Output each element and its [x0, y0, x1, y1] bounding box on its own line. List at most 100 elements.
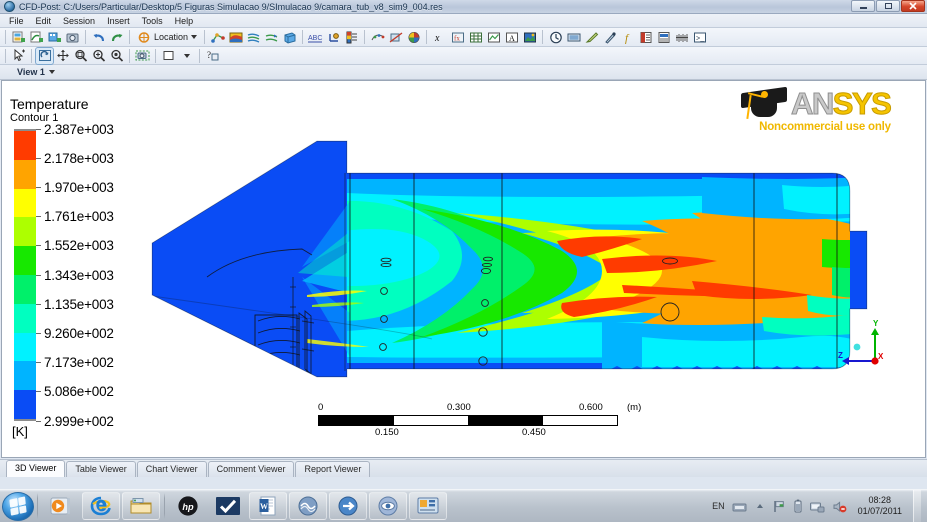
location-label: Location [154, 32, 189, 42]
ansys-workbench-icon[interactable] [289, 492, 327, 520]
hp-icon[interactable]: hp [169, 492, 207, 520]
legend-subtitle: Contour 1 [10, 112, 59, 124]
variable-icon[interactable]: fx [449, 29, 466, 45]
expression-icon[interactable]: x [431, 29, 448, 45]
streamline-icon[interactable] [245, 29, 262, 45]
view-1-tab[interactable]: View 1 [10, 65, 62, 79]
graduation-cap-icon [739, 86, 791, 122]
show-desktop-button[interactable] [913, 489, 921, 522]
ansys-wordmark: ANSYS [791, 87, 893, 120]
legend-bar-wrap: 2.387e+003 2.178e+003 1.970e+003 1.761e+003… [10, 122, 160, 429]
minimize-button[interactable] [851, 0, 875, 12]
arrow-app-icon[interactable] [329, 492, 367, 520]
volume-muted-icon[interactable] [832, 500, 847, 513]
predefined-view-icon[interactable] [160, 48, 177, 64]
menu-tools[interactable]: Tools [141, 15, 163, 26]
command-editor-icon[interactable]: >_ [691, 29, 708, 45]
select-pointer-icon[interactable] [10, 48, 27, 64]
rotate-icon[interactable] [35, 46, 54, 65]
snapshot-icon[interactable] [64, 29, 81, 45]
zoom-box-icon[interactable] [72, 48, 89, 64]
text-a-icon[interactable]: A [503, 29, 520, 45]
legend-title: Temperature [10, 96, 89, 112]
maximize-button[interactable] [876, 0, 900, 12]
menu-insert[interactable]: Insert [107, 15, 130, 26]
show-hidden-icons-icon[interactable] [755, 501, 765, 511]
menu-edit[interactable]: Edit [35, 15, 52, 26]
toolbar-separator [364, 30, 366, 44]
animation-icon[interactable] [565, 29, 582, 45]
image-icon[interactable] [521, 29, 538, 45]
table-icon[interactable] [467, 29, 484, 45]
flag-action-center-icon[interactable] [772, 500, 786, 513]
new-chart-icon[interactable] [10, 29, 27, 45]
volume-icon[interactable] [281, 29, 298, 45]
network-status-icon[interactable] [809, 500, 825, 513]
report-icon[interactable] [637, 29, 654, 45]
turbo-icon[interactable] [673, 29, 690, 45]
internet-explorer-icon[interactable] [82, 492, 120, 520]
checkmark-app-icon[interactable] [209, 492, 247, 520]
chevron-down-icon[interactable] [178, 48, 195, 64]
media-player-icon[interactable] [42, 492, 80, 520]
contour-icon[interactable] [227, 29, 244, 45]
function-icon[interactable]: f [619, 29, 636, 45]
svg-text:fx: fx [454, 34, 460, 42]
legend-band-6 [14, 303, 36, 333]
zoom-fit-icon[interactable] [108, 48, 125, 64]
macro-icon[interactable] [583, 29, 600, 45]
clip-plane-icon[interactable] [387, 29, 404, 45]
windows-explorer-icon[interactable] [122, 492, 160, 520]
timestep-icon[interactable] [547, 29, 564, 45]
legend-band-2 [14, 188, 36, 218]
tab-chart-viewer[interactable]: Chart Viewer [136, 461, 207, 477]
menu-file[interactable]: File [9, 15, 24, 26]
tab-comment-viewer[interactable]: Comment Viewer [207, 461, 295, 477]
polyline-icon[interactable] [209, 29, 226, 45]
tray-language[interactable]: EN [712, 501, 725, 511]
eye-app-icon[interactable] [369, 492, 407, 520]
windows-taskbar: hp W EN [0, 489, 927, 522]
coordinate-frame-icon[interactable] [325, 29, 342, 45]
tab-3d-viewer[interactable]: 3D Viewer [6, 460, 66, 477]
chevron-down-icon[interactable] [191, 35, 198, 39]
report-view-icon[interactable] [655, 29, 672, 45]
menu-help[interactable]: Help [174, 15, 194, 26]
chart-icon[interactable] [485, 29, 502, 45]
battery-icon[interactable] [793, 499, 803, 513]
chevron-down-icon[interactable] [48, 70, 55, 74]
tab-report-viewer[interactable]: Report Viewer [295, 461, 371, 477]
instancing-icon[interactable] [405, 29, 422, 45]
windows-start-orb-icon[interactable] [2, 491, 34, 521]
zoom-in-icon[interactable] [90, 48, 107, 64]
redo-icon[interactable] [108, 29, 125, 45]
network-icon[interactable] [732, 500, 748, 513]
word-document-icon[interactable]: W [249, 492, 287, 520]
location-dropdown[interactable]: Location [134, 29, 200, 45]
undo-icon[interactable] [90, 29, 107, 45]
svg-text:x: x [434, 33, 440, 44]
toggle-hints-icon[interactable]: ? [204, 48, 221, 64]
legend-tick-mark [36, 245, 41, 247]
vector-icon[interactable] [263, 29, 280, 45]
particle-track-icon[interactable] [369, 29, 386, 45]
close-button[interactable] [901, 0, 925, 12]
remote-desktop-icon[interactable] [409, 492, 447, 520]
taskbar-clock[interactable]: 08:28 01/07/2011 [854, 495, 902, 517]
legend-tick-mark [36, 274, 41, 276]
probe-icon[interactable] [601, 29, 618, 45]
menu-session[interactable]: Session [63, 15, 96, 26]
legend-icon[interactable] [343, 29, 360, 45]
axis-triad[interactable]: Y Z X [837, 319, 893, 375]
toolbar-separator [129, 30, 130, 44]
new-contour-icon[interactable] [28, 29, 45, 45]
snapshot-view-icon[interactable] [134, 48, 151, 64]
new-vector-icon[interactable] [46, 29, 63, 45]
text-abc-icon[interactable]: ABC [307, 29, 324, 45]
legend-tick-5: 1.343e+003 [36, 268, 114, 283]
3d-viewport[interactable]: Temperature Contour 1 2.387e+003 2.178e+0… [1, 80, 926, 458]
legend-tick-mark [36, 332, 41, 334]
pan-icon[interactable] [54, 48, 71, 64]
svg-text:?: ? [207, 50, 211, 60]
tab-table-viewer[interactable]: Table Viewer [66, 461, 136, 477]
